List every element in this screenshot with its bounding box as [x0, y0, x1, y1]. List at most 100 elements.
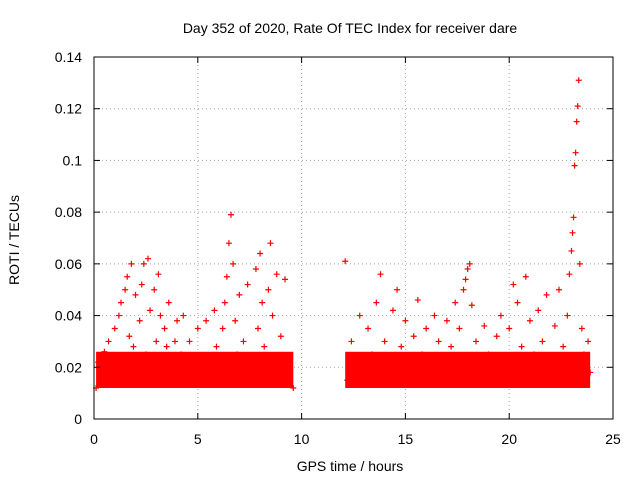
data-point	[132, 291, 139, 298]
data-band	[96, 351, 591, 388]
data-point	[539, 338, 546, 345]
data-point	[385, 364, 392, 371]
data-point	[159, 359, 166, 366]
data-point	[215, 364, 222, 371]
data-point	[356, 312, 363, 319]
data-point	[531, 351, 538, 358]
data-point	[443, 317, 450, 324]
data-point	[342, 258, 349, 265]
data-point	[551, 322, 558, 329]
data-point	[117, 299, 124, 306]
data-point	[211, 307, 218, 314]
data-point	[128, 260, 135, 267]
data-point	[510, 281, 517, 288]
data-point	[252, 266, 259, 273]
data-point	[485, 351, 492, 358]
data-point	[213, 343, 220, 350]
data-point	[228, 211, 235, 218]
data-point	[514, 299, 521, 306]
data-point	[497, 312, 504, 319]
data-point	[149, 364, 156, 371]
x-tick-label: 10	[294, 431, 310, 447]
x-tick-label: 0	[90, 431, 98, 447]
data-point	[111, 325, 118, 332]
data-point	[136, 317, 143, 324]
data-point	[142, 351, 149, 358]
data-point	[120, 364, 127, 371]
data-points	[93, 77, 594, 391]
data-point	[286, 353, 293, 360]
data-point	[221, 299, 228, 306]
data-point	[281, 276, 288, 283]
data-point	[151, 286, 158, 293]
data-point	[165, 299, 172, 306]
data-point	[277, 333, 284, 340]
data-point	[269, 312, 276, 319]
data-point	[460, 286, 467, 293]
data-point	[267, 240, 274, 247]
x-axis-label: GPS time / hours	[297, 458, 404, 474]
data-point	[574, 103, 581, 110]
chart-title: Day 352 of 2020, Rate Of TEC Index for r…	[183, 20, 518, 36]
data-point	[265, 286, 272, 293]
data-point	[580, 351, 587, 358]
y-tick-label: 0.08	[55, 204, 82, 220]
data-point	[155, 271, 162, 278]
data-point	[273, 271, 280, 278]
data-point	[535, 307, 542, 314]
data-point	[568, 247, 575, 254]
data-point	[423, 325, 430, 332]
data-point	[402, 317, 409, 324]
data-point	[236, 291, 243, 298]
data-point	[198, 359, 205, 366]
data-point	[452, 299, 459, 306]
data-density-band	[345, 351, 591, 388]
data-point	[348, 338, 355, 345]
data-point	[107, 377, 114, 384]
data-point	[234, 351, 241, 358]
data-point	[489, 369, 496, 376]
data-point	[169, 369, 176, 376]
data-point	[522, 273, 529, 280]
data-point	[410, 333, 417, 340]
data-point	[140, 260, 147, 267]
data-point	[468, 302, 475, 309]
data-point	[182, 374, 189, 381]
data-point	[194, 325, 201, 332]
data-point	[360, 369, 367, 376]
data-point	[261, 343, 268, 350]
data-point	[369, 351, 376, 358]
data-point	[435, 338, 442, 345]
data-point	[101, 348, 108, 355]
data-point	[153, 338, 160, 345]
data-point	[171, 338, 178, 345]
data-point	[126, 333, 133, 340]
data-point	[575, 77, 582, 84]
y-tick-label: 0.12	[55, 101, 82, 117]
data-point	[419, 351, 426, 358]
data-point	[122, 286, 129, 293]
data-point	[462, 276, 469, 283]
data-point	[344, 377, 351, 384]
data-point	[365, 325, 372, 332]
data-point	[547, 364, 554, 371]
data-point	[518, 343, 525, 350]
data-point	[578, 325, 585, 332]
data-point	[481, 322, 488, 329]
data-point	[398, 343, 405, 350]
data-point	[105, 338, 112, 345]
data-point	[576, 260, 583, 267]
data-point	[138, 281, 145, 288]
data-point	[381, 338, 388, 345]
data-point	[389, 307, 396, 314]
data-point	[259, 299, 266, 306]
data-point	[466, 260, 473, 267]
data-point	[560, 343, 567, 350]
data-point	[569, 229, 576, 236]
data-point	[147, 307, 154, 314]
data-point	[406, 369, 413, 376]
data-point	[572, 149, 579, 156]
data-point	[163, 343, 170, 350]
data-density-band	[96, 351, 294, 388]
